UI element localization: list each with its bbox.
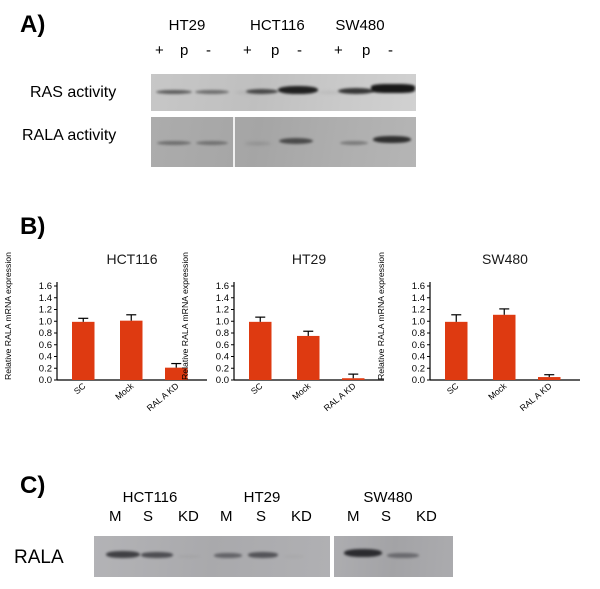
svg-text:HCT116: HCT116: [106, 251, 157, 267]
svg-text:RAL A KD: RAL A KD: [145, 381, 181, 413]
svg-text:Relative RALA mRNA expression: Relative RALA mRNA expression: [376, 252, 386, 380]
svg-text:0.2: 0.2: [216, 363, 229, 374]
svg-text:Mock: Mock: [113, 380, 136, 401]
svg-text:0.2: 0.2: [39, 363, 52, 374]
svg-text:0.0: 0.0: [412, 375, 425, 386]
svg-text:0.4: 0.4: [216, 352, 229, 363]
svg-text:1.0: 1.0: [39, 316, 52, 327]
svg-text:SC: SC: [445, 381, 461, 396]
svg-text:0.4: 0.4: [39, 352, 52, 363]
svg-text:0.6: 0.6: [412, 340, 425, 351]
svg-text:1.0: 1.0: [412, 316, 425, 327]
svg-text:SW480: SW480: [482, 251, 528, 267]
svg-text:1.0: 1.0: [216, 316, 229, 327]
svg-text:1.6: 1.6: [216, 281, 229, 292]
svg-text:HT29: HT29: [292, 251, 326, 267]
svg-text:SC: SC: [249, 381, 265, 396]
svg-text:Relative RALA mRNA expression: Relative RALA mRNA expression: [3, 252, 13, 380]
svg-text:RAL A KD: RAL A KD: [322, 381, 358, 413]
svg-text:1.4: 1.4: [39, 293, 52, 304]
svg-text:0.6: 0.6: [216, 340, 229, 351]
svg-text:0.8: 0.8: [412, 328, 425, 339]
svg-text:0.2: 0.2: [412, 363, 425, 374]
svg-text:1.6: 1.6: [412, 281, 425, 292]
svg-text:Mock: Mock: [290, 380, 313, 401]
svg-text:0.4: 0.4: [412, 352, 425, 363]
svg-text:0.8: 0.8: [39, 328, 52, 339]
svg-text:1.2: 1.2: [39, 305, 52, 316]
svg-text:0.8: 0.8: [216, 328, 229, 339]
svg-text:SC: SC: [72, 381, 88, 396]
svg-text:1.4: 1.4: [412, 293, 425, 304]
svg-text:0.6: 0.6: [39, 340, 52, 351]
svg-text:Relative RALA mRNA expression: Relative RALA mRNA expression: [180, 252, 190, 380]
svg-text:1.2: 1.2: [216, 305, 229, 316]
svg-text:1.2: 1.2: [412, 305, 425, 316]
svg-text:0.0: 0.0: [216, 375, 229, 386]
svg-text:Mock: Mock: [486, 380, 509, 401]
svg-text:0.0: 0.0: [39, 375, 52, 386]
svg-text:RAL A KD: RAL A KD: [518, 381, 554, 413]
svg-text:1.4: 1.4: [216, 293, 229, 304]
svg-text:1.6: 1.6: [39, 281, 52, 292]
